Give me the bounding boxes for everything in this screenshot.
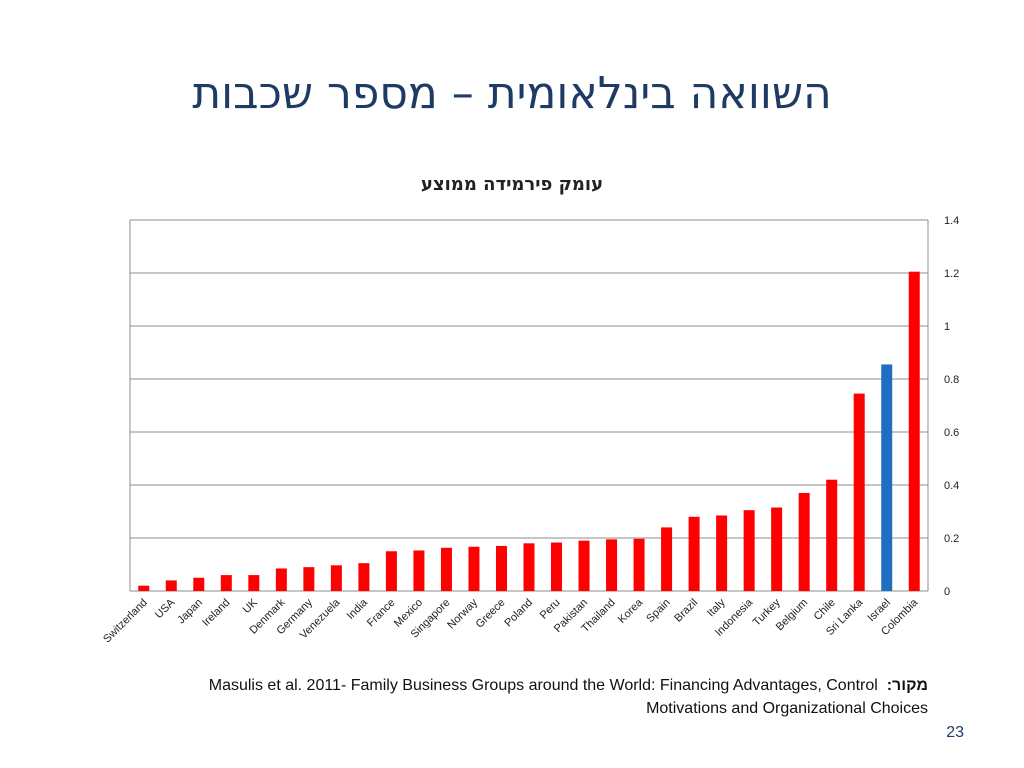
x-tick-label: Greece <box>474 597 508 631</box>
x-tick-label: Ireland <box>200 597 232 629</box>
x-tick-label: Norway <box>445 596 480 631</box>
y-tick-label: 0.8 <box>944 374 959 386</box>
bar-singapore <box>440 547 452 591</box>
y-tick-label: 1.2 <box>944 268 959 280</box>
y-tick-label: 1.4 <box>944 215 959 227</box>
x-tick-label: Spain <box>644 597 672 625</box>
bar-denmark <box>275 568 287 591</box>
bar-italy <box>716 515 728 591</box>
source-label: מקור: <box>886 677 928 694</box>
bar-indonesia <box>743 510 755 591</box>
bar-korea <box>633 538 645 591</box>
bar-japan <box>193 577 205 591</box>
bar-chile <box>826 479 838 591</box>
source-citation: Masulis et al. 2011- Family Business Gro… <box>108 674 928 720</box>
bar-france <box>385 551 397 591</box>
bar-turkey <box>771 507 783 591</box>
x-tick-label: Peru <box>538 597 563 622</box>
bars <box>138 271 920 591</box>
bar-peru <box>551 542 563 591</box>
bar-switzerland <box>138 585 150 591</box>
bar-belgium <box>798 492 810 591</box>
source-text-line1: Masulis et al. 2011- Family Business Gro… <box>208 677 878 694</box>
bar-mexico <box>413 550 425 591</box>
bar-germany <box>303 567 315 591</box>
x-tick-label: Italy <box>705 596 728 619</box>
bar-usa <box>165 580 177 591</box>
bar-colombia <box>908 271 920 591</box>
page-number: 23 <box>946 724 964 741</box>
bar-brazil <box>688 516 700 591</box>
x-tick-label: UK <box>241 596 261 616</box>
bar-pakistan <box>578 540 590 591</box>
x-tick-label: Brazil <box>672 597 700 625</box>
bar-ireland <box>220 575 232 591</box>
bar-sri-lanka <box>853 393 865 591</box>
bar-poland <box>523 543 535 591</box>
x-tick-label: Switzerland <box>101 597 150 646</box>
bar-uk <box>248 575 260 591</box>
bar-thailand <box>606 539 618 591</box>
chart-title: עומק פירמידה ממוצע <box>420 174 604 195</box>
y-tick-label: 0 <box>944 586 950 598</box>
source-text-line2: Motivations and Organizational Choices <box>646 700 928 717</box>
x-tick-label: France <box>365 597 398 630</box>
x-tick-label: Poland <box>502 597 535 630</box>
slide-title: השוואה בינלאומית – מספר שכבות <box>192 68 832 119</box>
y-tick-label: 0.4 <box>944 480 959 492</box>
bar-israel <box>881 364 893 591</box>
bar-greece <box>495 545 507 591</box>
y-tick-label: 1 <box>944 321 950 333</box>
x-tick-label: Korea <box>616 596 646 626</box>
bar-venezuela <box>330 565 342 591</box>
bar-spain <box>661 527 673 591</box>
y-tick-label: 0.6 <box>944 427 959 439</box>
x-tick-label: USA <box>153 596 178 621</box>
bar-india <box>358 563 370 591</box>
y-tick-labels: 0 0.2 0.4 0.6 0.8 1 1.2 1.4 <box>944 215 959 598</box>
bar-norway <box>468 546 480 591</box>
y-tick-label: 0.2 <box>944 533 959 545</box>
